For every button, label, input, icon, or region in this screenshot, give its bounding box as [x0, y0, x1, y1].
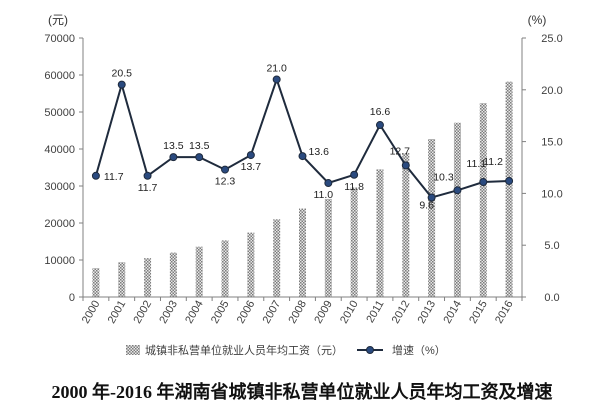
left-axis-tick-label: 60000: [44, 70, 75, 82]
left-axis-tick-label: 50000: [44, 107, 75, 119]
right-axis-ticks: 0.0 5.0 10.0 15.0 20.0 25.0: [522, 33, 563, 304]
right-axis-tick-label: 5.0: [544, 240, 559, 252]
bar: [273, 219, 281, 297]
right-axis-tick-label: 0.0: [544, 292, 559, 304]
right-axis-unit: (%): [528, 13, 547, 27]
bar: [428, 139, 436, 297]
chart-title: 2000 年-2016 年湖南省城镇非私营单位就业人员年均工资及增速: [51, 382, 553, 402]
right-axis-tick-label: 10.0: [541, 188, 562, 200]
legend: 城镇非私营单位就业人员年均工资（元） 增速（%）: [126, 343, 446, 357]
growth-data-label: 12.7: [390, 145, 411, 157]
bar: [169, 252, 177, 297]
line-point: [91, 171, 100, 180]
x-axis-tick-label: 2010: [338, 299, 361, 326]
line-point: [298, 152, 307, 161]
line-point: [272, 75, 281, 84]
x-axis-tick-label: 2013: [416, 299, 439, 326]
growth-data-label: 13.7: [241, 161, 262, 173]
growth-data-label: 13.6: [309, 146, 330, 158]
growth-data-label: 21.0: [266, 62, 287, 74]
bar: [350, 187, 358, 297]
right-axis-tick-label: 25.0: [541, 33, 562, 45]
line-point: [246, 151, 255, 160]
growth-data-label: 12.3: [215, 176, 236, 188]
x-axis-tick-label: 2012: [390, 299, 413, 326]
right-axis-tick-label: 20.0: [541, 85, 562, 97]
growth-data-label: 11.7: [138, 182, 158, 194]
x-axis-tick-label: 2004: [183, 299, 206, 326]
legend-line-marker: [366, 346, 374, 354]
x-axis-tick-label: 2009: [312, 299, 335, 326]
left-axis-ticks: 0 10000 20000 30000 40000 50000 60000 70000: [44, 33, 83, 304]
x-axis-tick-label: 2015: [467, 299, 490, 326]
line-point: [221, 165, 230, 174]
bar: [505, 81, 513, 297]
line-point: [479, 178, 488, 187]
x-axis-tick-label: 2016: [493, 299, 516, 326]
x-axis-tick-label: 2001: [106, 299, 129, 326]
left-axis-unit: (元): [48, 13, 68, 27]
growth-data-label: 11.2: [483, 156, 503, 168]
line-point: [324, 179, 333, 188]
x-axis-tick-label: 2011: [364, 299, 386, 325]
growth-data-label: 11.1: [466, 158, 486, 170]
bar: [402, 153, 410, 297]
bar: [247, 232, 255, 297]
line-point: [350, 170, 359, 179]
data-labels: 11.7 20.5 11.7 13.5 13.5 12.3 13.7 21.0 13.6 11.0…: [104, 62, 503, 211]
x-axis-tick-label: 2014: [441, 299, 464, 326]
line-point: [375, 121, 384, 130]
x-axis-tick-label: 2006: [235, 299, 258, 326]
growth-data-label: 11.7: [104, 171, 124, 183]
growth-data-label: 11.0: [313, 189, 333, 201]
bar: [118, 262, 126, 297]
bar-series: [92, 81, 513, 298]
x-axis-tick-label: 2007: [261, 299, 284, 326]
growth-data-label: 20.5: [112, 68, 133, 80]
legend-bar-label: 城镇非私营单位就业人员年均工资（元）: [145, 343, 343, 357]
bar: [299, 208, 306, 297]
left-axis-tick-label: 10000: [44, 255, 75, 267]
line-point: [401, 161, 410, 170]
x-axis-tick-label: 2005: [209, 299, 232, 326]
line-point: [505, 176, 514, 185]
bar: [479, 103, 487, 298]
growth-data-label: 10.3: [433, 171, 454, 183]
line-points: [91, 75, 514, 202]
x-axis-tick-label: 2008: [286, 299, 309, 326]
growth-data-label: 13.5: [189, 140, 210, 152]
legend-line-label: 增速（%）: [392, 343, 446, 357]
x-axis-tick-label: 2000: [80, 299, 103, 326]
right-axis-tick-label: 15.0: [541, 137, 562, 149]
line-point: [195, 153, 204, 162]
left-axis-tick-label: 20000: [44, 218, 75, 230]
bar: [324, 198, 332, 297]
bar: [92, 268, 100, 297]
growth-data-label: 13.5: [163, 140, 184, 152]
x-axis-tick-label: 2003: [157, 299, 180, 326]
growth-data-label: 9.6: [419, 200, 434, 212]
bar: [453, 122, 461, 297]
bar: [144, 258, 152, 297]
line-point: [143, 171, 152, 180]
x-axis-tick-label: 2002: [132, 299, 155, 326]
growth-data-label: 16.6: [370, 106, 391, 118]
bar: [376, 169, 384, 297]
legend-bar-swatch: [126, 345, 140, 355]
left-axis-tick-label: 70000: [44, 33, 75, 45]
bar: [221, 240, 229, 297]
left-axis-tick-label: 0: [69, 292, 75, 304]
left-axis-tick-label: 40000: [44, 144, 75, 156]
x-axis-ticks: 2000 2001 2002 2003 2004 2005 2006 2007 2008 2009…: [80, 297, 523, 326]
line-point: [453, 186, 462, 195]
bar: [195, 246, 203, 297]
line-point: [117, 80, 126, 89]
line-point: [169, 153, 178, 162]
left-axis-tick-label: 30000: [44, 181, 75, 193]
growth-data-label: 11.8: [344, 181, 364, 193]
line-point: [427, 193, 436, 202]
